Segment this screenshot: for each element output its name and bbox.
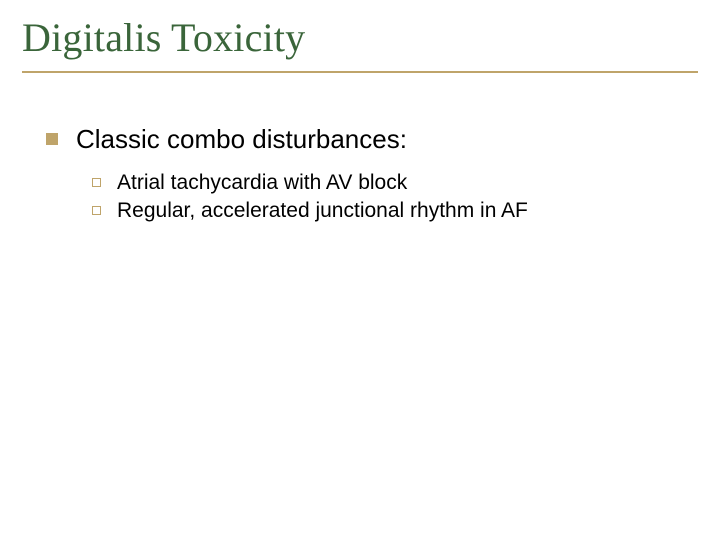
square-outline-bullet-icon <box>92 178 101 187</box>
list-item-label: Atrial tachycardia with AV block <box>117 171 686 195</box>
list-item-label: Classic combo disturbances: <box>76 124 686 155</box>
square-outline-bullet-icon <box>92 206 101 215</box>
list-item-label: Regular, accelerated junctional rhythm i… <box>117 199 686 223</box>
slide: Digitalis Toxicity Classic combo disturb… <box>0 0 720 540</box>
square-bullet-icon <box>46 133 58 145</box>
sublist: Atrial tachycardia with AV block Regular… <box>92 171 686 223</box>
slide-body: Classic combo disturbances: Atrial tachy… <box>46 124 686 227</box>
title-container: Digitalis Toxicity <box>22 14 698 73</box>
list-item: Classic combo disturbances: <box>46 124 686 155</box>
list-item: Atrial tachycardia with AV block <box>92 171 686 195</box>
list-item: Regular, accelerated junctional rhythm i… <box>92 199 686 223</box>
slide-title: Digitalis Toxicity <box>22 14 698 61</box>
